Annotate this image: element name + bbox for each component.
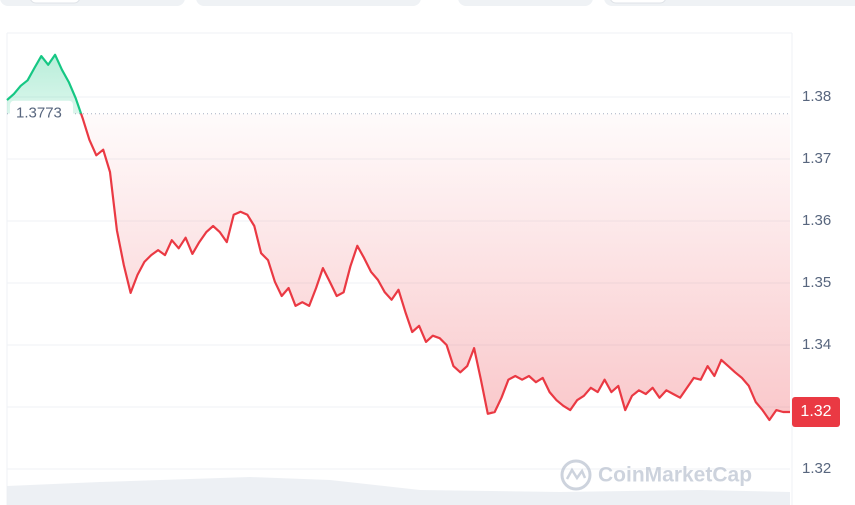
tab[interactable] xyxy=(0,0,185,6)
tab-active[interactable] xyxy=(30,0,80,4)
tab[interactable] xyxy=(458,0,593,6)
tab[interactable] xyxy=(604,0,855,6)
watermark-logo xyxy=(565,467,587,481)
y-tick-label: 1.37 xyxy=(802,150,831,167)
price-tag-box xyxy=(792,396,840,427)
y-tick-label: 1.32 xyxy=(802,460,831,477)
tab-active[interactable] xyxy=(610,0,666,4)
watermark: CoinMarketCap xyxy=(560,459,752,491)
watermark-logo xyxy=(560,459,592,491)
y-tick-label: 1.38 xyxy=(802,88,831,105)
price-area xyxy=(7,54,790,421)
volume-area xyxy=(7,477,790,505)
y-tick-label: 1.35 xyxy=(802,274,831,291)
watermark-text: CoinMarketCap xyxy=(598,464,752,487)
baseline-label-box xyxy=(10,100,73,125)
baseline-label: 1.3773 xyxy=(16,105,62,122)
tab[interactable] xyxy=(196,0,421,6)
y-tick-label: 1.36 xyxy=(802,212,831,229)
y-tick-label: 1.34 xyxy=(802,336,831,353)
price-tag: 1.32 xyxy=(800,403,831,420)
price-line xyxy=(6,53,790,422)
